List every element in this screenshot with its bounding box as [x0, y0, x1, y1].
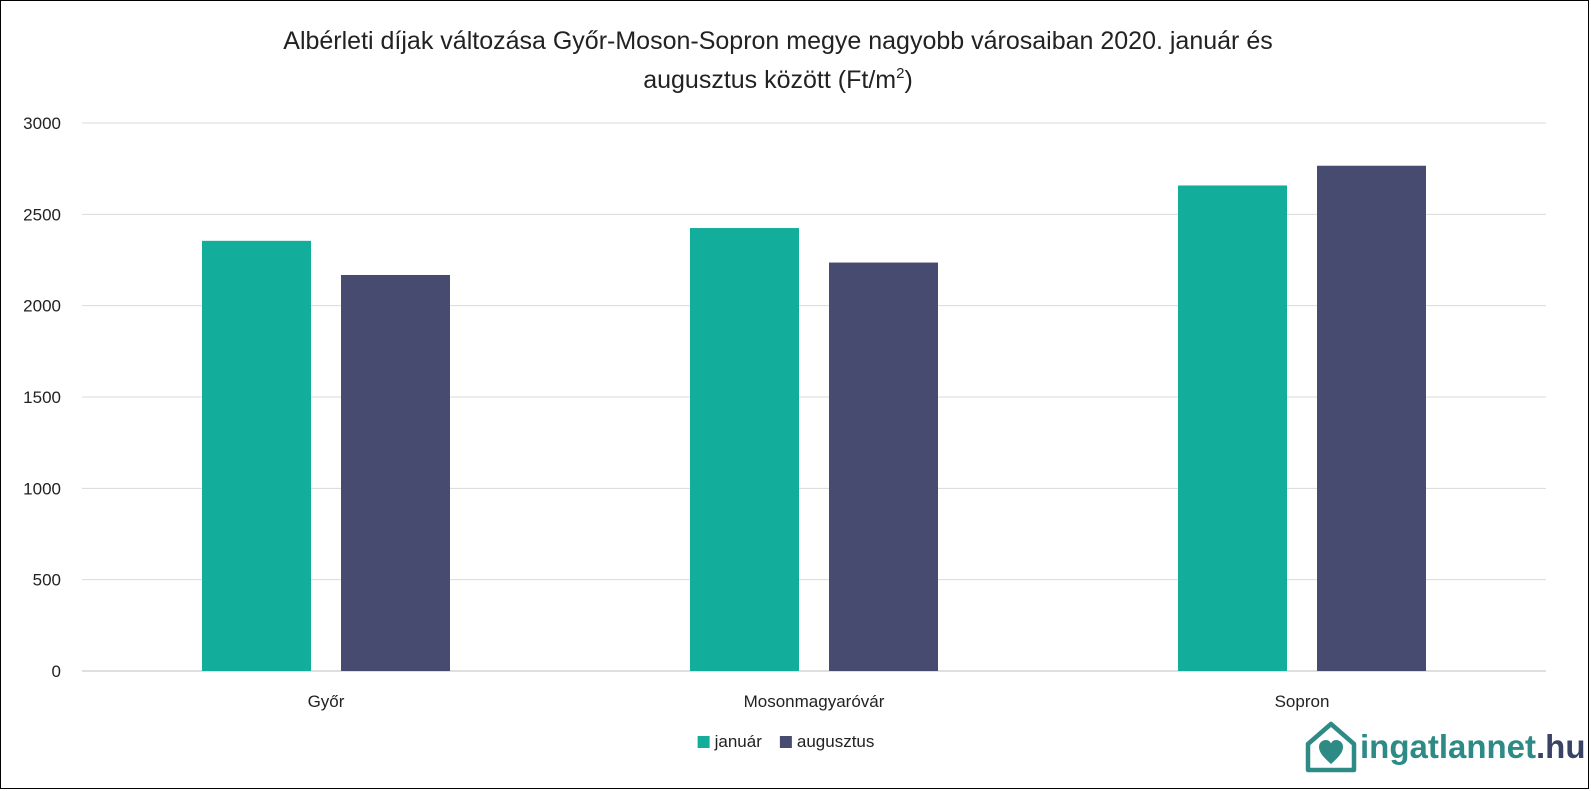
legend-swatch-január: [697, 736, 710, 748]
y-tick-label: 2500: [23, 205, 61, 224]
category-label: Győr: [308, 692, 345, 711]
bar-augusztus-Sopron: [1317, 165, 1426, 671]
legend-label-augusztus: augusztus: [797, 732, 875, 751]
bar-augusztus-Győr: [341, 274, 450, 671]
gridlines: [82, 122, 1546, 672]
chart-title-line2-sup: 2: [896, 65, 904, 82]
chart-title-line1: Albérleti díjak változása Győr-Moson-Sop…: [283, 27, 1272, 55]
bars: [202, 165, 1426, 672]
bar-január-Győr: [202, 240, 311, 671]
bar-január-Sopron: [1178, 185, 1287, 672]
logo-text-main: ingatlannet: [1360, 728, 1536, 765]
legend: január augusztus: [697, 732, 875, 751]
chart-title-line2-main: augusztus között (Ft/m: [643, 66, 896, 94]
legend-swatch-augusztus: [779, 736, 792, 748]
svg-text:ingatlannet.hu: ingatlannet.hu: [1360, 728, 1586, 765]
legend-label-január: január: [714, 732, 763, 751]
category-label: Mosonmagyaróvár: [744, 692, 885, 711]
bar-augusztus-Mosonmagyaróvár: [829, 262, 938, 671]
y-tick-label: 0: [52, 662, 61, 681]
logo-text-tld: .hu: [1536, 728, 1585, 765]
y-tick-label: 1500: [23, 388, 61, 407]
logo: ingatlannet.hu: [1305, 721, 1586, 773]
y-tick-label: 2000: [23, 297, 61, 316]
bar-január-Mosonmagyaróvár: [690, 228, 799, 672]
category-label: Sopron: [1275, 692, 1330, 711]
y-tick-label: 500: [33, 571, 61, 590]
x-axis-labels: Győr Mosonmagyaróvár Sopron: [308, 692, 1330, 711]
chart-title-line2-end: ): [904, 66, 912, 94]
chart-title-line2: augusztus között (Ft/m2): [643, 65, 913, 94]
house-heart-icon: [1305, 721, 1357, 773]
y-tick-label: 1000: [23, 479, 61, 498]
y-tick-label: 3000: [23, 114, 61, 133]
y-axis-ticks: 0 500 1000 1500 2000 2500 3000: [23, 114, 61, 681]
